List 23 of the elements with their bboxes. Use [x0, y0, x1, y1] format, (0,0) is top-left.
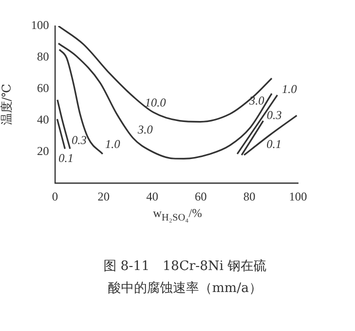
x-tick-label: 60 — [194, 189, 207, 204]
annotation: 3.0 — [136, 122, 153, 136]
x-tick-label: 100 — [289, 189, 307, 204]
annotation: 3.0 — [248, 94, 264, 108]
y-tick-label: 20 — [37, 144, 49, 158]
y-tick-label: 60 — [37, 80, 49, 95]
annotation: 1.0 — [282, 82, 297, 96]
annotation: 1.0 — [105, 137, 120, 152]
text: 图 8-11 18Cr-8Ni 钢在硫酸中的腐蚀速率（mm/a） — [102, 258, 268, 298]
annotation: 0.3 — [72, 132, 87, 147]
y-axis-title: 温度/℃ — [0, 84, 14, 126]
y-tick-label: 100 — [31, 18, 49, 32]
annotation: 0.1 — [58, 150, 74, 165]
x-tick-label: 80 — [243, 189, 256, 204]
annotation: 0.3 — [266, 108, 282, 122]
annotation: 0.1 — [266, 136, 282, 151]
x-tick-label: 40 — [146, 189, 158, 204]
x-tick-label: 20 — [98, 189, 110, 204]
annotation: 10.0 — [144, 96, 166, 110]
x-tick-label: 0 — [52, 189, 58, 204]
y-tick-label: 80 — [37, 50, 49, 64]
y-tick-label: 40 — [37, 112, 49, 126]
x-axis-title: w$_{H₂SO₄}$/% — [152, 206, 203, 224]
